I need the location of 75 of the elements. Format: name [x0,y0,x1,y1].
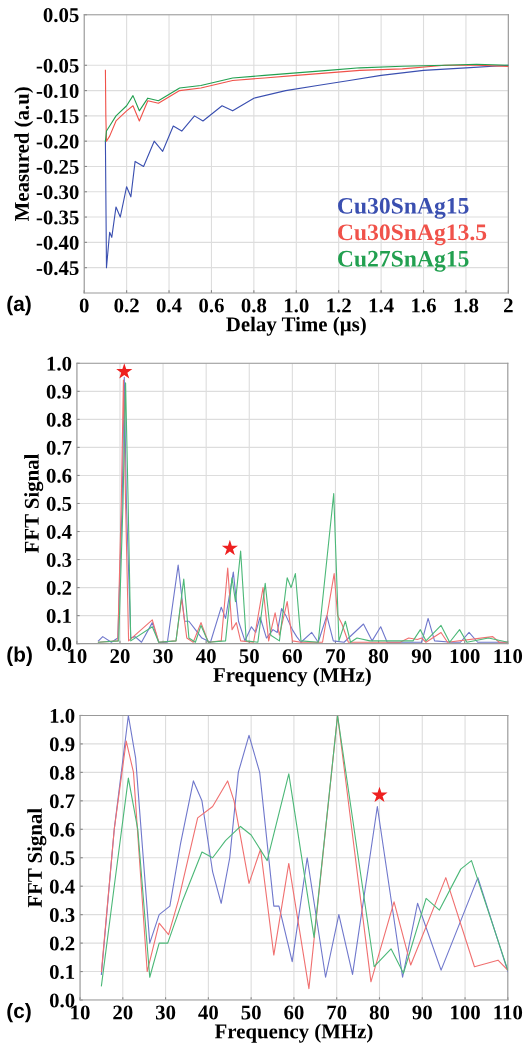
x-tick-label: 40 [198,1005,218,1020]
x-tick-label: 20 [110,649,130,664]
x-tick-label: 110 [494,1005,523,1020]
y-tick-label: 0.4 [49,879,75,894]
x-tick-label: 60 [282,649,302,664]
x-tick-label: 10 [68,649,87,664]
y-tick-label: 0.4 [46,524,72,540]
y-tick-label: -0.35 [36,210,79,225]
x-tick-label: 1.6 [412,298,436,313]
text: Cu30SnAg15 [338,197,469,219]
y-tick-label: 0.2 [46,580,72,596]
x-tick-label: 1.4 [369,298,394,313]
y-tick-label: 0.8 [46,412,72,427]
y-tick-label: -0.45 [36,261,79,276]
text: (c) [7,1002,31,1023]
text: Cu27SnAg15 [338,250,469,272]
x-tick-label: 100 [451,1005,480,1020]
x-axis-title: Frequency (MHz) [214,1023,373,1043]
y-tick-label: 0.0 [46,637,72,652]
x-tick-label: 1.8 [454,298,479,313]
y-tick-label: 0.6 [49,822,75,837]
x-axis-title: Delay Time (µs) [226,316,366,336]
y-tick-label: 1.0 [47,356,72,371]
y-tick-label: 0.3 [49,908,75,923]
x-tick-label: 60 [284,1005,304,1020]
x-tick-label: 0 [79,298,89,313]
x-tick-label: 0.8 [241,298,267,313]
y-tick-label: 0.8 [49,765,75,780]
y-tick-label: -0.15 [36,109,79,124]
x-tick-label: 110 [494,649,523,664]
x-tick-label: 80 [368,649,389,664]
x-tick-label: 90 [412,1005,432,1020]
x-tick-label: 50 [241,1005,261,1020]
x-tick-label: 50 [239,649,259,664]
x-tick-label: 30 [155,1005,176,1020]
x-tick-label: 1.2 [327,298,351,313]
x-tick-label: 80 [369,1005,390,1020]
x-tick-label: 70 [326,649,346,664]
x-tick-label: 0.2 [114,298,139,313]
text: Cu30SnAg13.5 [338,224,487,246]
y-tick-label: -0.20 [36,134,79,149]
y-axis-title: Measured (a.u) [14,87,34,221]
y-tick-label: 0.5 [46,496,72,511]
y-tick-label: 0.2 [49,936,75,951]
x-tick-label: 30 [153,649,173,664]
y-tick-label: 0.3 [46,552,72,568]
text: (a) [7,295,31,316]
y-tick-label: -0.40 [36,235,79,250]
x-tick-label: 40 [196,649,216,664]
y-tick-label: -0.05 [36,58,79,73]
x-tick-label: 1.0 [284,298,309,313]
y-tick-label: 0.9 [49,737,75,752]
y-tick-label: 0.9 [46,384,72,399]
y-tick-label: -0.30 [36,185,79,200]
y-tick-label: 0.7 [46,440,72,455]
x-tick-label: 20 [113,1005,133,1020]
x-tick-label: 0.6 [199,298,224,313]
text: (b) [7,646,32,666]
y-tick-label: 1.0 [50,708,75,723]
x-axis-title: Frequency (MHz) [213,667,371,687]
y-tick-label: 0.7 [49,794,75,809]
y-tick-label: -0.10 [36,83,79,99]
y-tick-label: 0.6 [46,468,72,483]
y-axis-title: FFT Signal [27,808,47,908]
y-tick-label: 0.5 [49,851,75,866]
x-tick-label: 70 [327,1005,347,1020]
x-tick-label: 90 [411,649,432,664]
x-tick-label: 0.4 [156,298,182,313]
x-tick-label: 2 [504,298,513,313]
y-tick-label: 0.1 [49,964,75,980]
x-tick-label: 100 [450,649,480,664]
y-axis-title: FFT Signal [24,453,44,553]
y-tick-label: 0.05 [43,8,79,23]
y-tick-label: -0.25 [36,159,79,174]
y-tick-label: 0.1 [46,608,71,624]
